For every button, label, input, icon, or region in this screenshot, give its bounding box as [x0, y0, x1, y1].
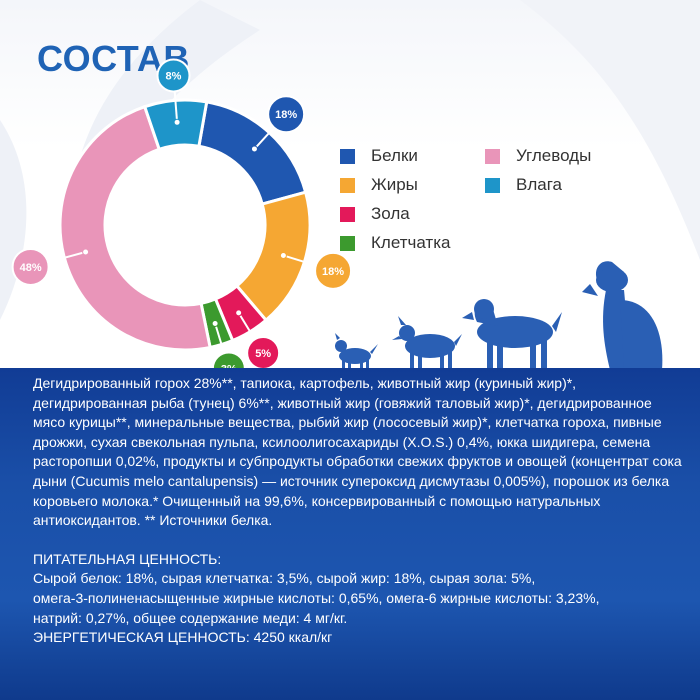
- legend-label: Клетчатка: [371, 233, 451, 252]
- large-dog-icon: [462, 299, 562, 370]
- nutrition-heading: ПИТАТЕЛЬНАЯ ЦЕННОСТЬ:: [33, 550, 222, 567]
- data-label: 3%: [221, 363, 237, 370]
- legend-item: Жиры: [340, 174, 418, 196]
- donut-chart: 18% 18% 5% 3% 48% 8%: [11, 58, 353, 370]
- callout-dot: [279, 251, 287, 259]
- nutrition-line: Сырой белок: 18%, сырая клетчатка: 3,5%,…: [33, 570, 536, 587]
- nutrition-line: омега-3-полиненасыщенные жирные кислоты:…: [33, 589, 600, 606]
- legend-label: Белки: [371, 146, 418, 165]
- composition-text: Дегидрированный горох 28%**, тапиока, ка…: [33, 375, 682, 529]
- callout-dot: [173, 118, 181, 126]
- data-label: 8%: [166, 70, 182, 82]
- callout-dot: [235, 309, 243, 317]
- legend-label: Углеводы: [516, 146, 592, 165]
- legend-swatch: [485, 177, 500, 193]
- legend-item: Углеводы: [485, 145, 591, 167]
- legend-swatch: [340, 148, 355, 164]
- chart-callouts: 18% 18% 5% 3% 48% 8%: [11, 58, 353, 370]
- data-label: 18%: [322, 266, 344, 278]
- data-label: 18%: [275, 109, 297, 121]
- data-label: 5%: [255, 348, 271, 360]
- description-panel: Дегидрированный горох 28%**, тапиока, ка…: [0, 368, 700, 700]
- legend-swatch: [340, 177, 355, 193]
- legend-item: Клетчатка: [340, 232, 451, 254]
- legend-item: Влага: [485, 174, 562, 196]
- legend-swatch: [485, 148, 500, 164]
- small-dog-icon: [335, 333, 378, 370]
- great-dane-icon: [582, 261, 663, 370]
- callout-dot: [250, 145, 258, 153]
- callout-dot: [82, 248, 90, 256]
- legend-item: Зола: [340, 203, 410, 225]
- legend-label: Влага: [516, 175, 562, 194]
- nutrition-block: ПИТАТЕЛЬНАЯ ЦЕННОСТЬ: Сырой белок: 18%, …: [33, 550, 686, 648]
- legend-label: Жиры: [371, 175, 418, 194]
- slice-carbs: [58, 104, 212, 352]
- data-label-bubble: [11, 247, 50, 286]
- energy-value: ЭНЕРГЕТИЧЕСКАЯ ЦЕННОСТЬ: 4250 ккал/кг: [33, 629, 333, 646]
- data-label-bubble: [156, 58, 191, 93]
- nutrition-line: натрий: 0,27%, общее содержание меди: 4 …: [33, 609, 348, 626]
- medium-dog-icon: [392, 316, 462, 370]
- legend-swatch: [340, 235, 355, 251]
- legend-swatch: [340, 206, 355, 222]
- legend-label: Зола: [371, 204, 410, 223]
- data-label-bubble: [314, 251, 353, 290]
- data-label: 48%: [20, 262, 42, 274]
- data-label-bubble: [267, 95, 306, 134]
- dogs-silhouettes: [335, 261, 663, 370]
- legend-item: Белки: [340, 145, 418, 167]
- callout-dot: [211, 319, 219, 327]
- top-panel: СОСТАВ 18% 18% 5% 3% 48% 8% Белки Жиры Зола Клет…: [0, 0, 700, 370]
